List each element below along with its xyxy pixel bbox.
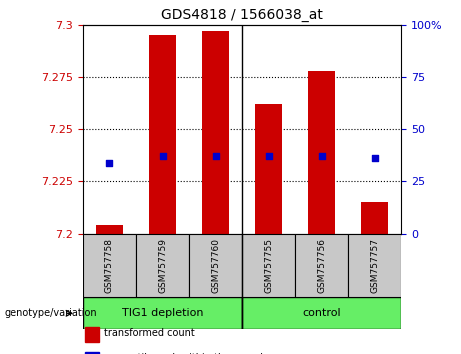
Point (106, 160, 113, 165)
Bar (308, 71, 335, 234)
Point (371, 156, 378, 161)
Bar (136, 234, 189, 297)
Bar (348, 234, 401, 297)
Bar (83, 234, 136, 297)
Point (159, 154, 166, 159)
Bar (242, 234, 295, 297)
Text: GSM757756: GSM757756 (317, 238, 326, 293)
Bar (83, 297, 242, 329)
Bar (96, 225, 123, 234)
Bar (202, 31, 229, 234)
Bar (361, 202, 388, 234)
Bar (295, 234, 348, 297)
Point (212, 154, 219, 159)
Text: percentile rank within the sample: percentile rank within the sample (104, 353, 269, 354)
Title: GDS4818 / 1566038_at: GDS4818 / 1566038_at (161, 8, 323, 22)
Text: transformed count: transformed count (104, 328, 195, 338)
Text: GSM757757: GSM757757 (370, 238, 379, 293)
Text: GSM757760: GSM757760 (211, 238, 220, 293)
Text: GSM757755: GSM757755 (264, 238, 273, 293)
Point (265, 154, 272, 159)
Text: GSM757759: GSM757759 (158, 238, 167, 293)
Text: GSM757758: GSM757758 (105, 238, 114, 293)
Bar (149, 35, 176, 234)
Bar (189, 234, 242, 297)
Point (318, 154, 325, 159)
Text: TIG1 depletion: TIG1 depletion (122, 308, 203, 318)
Bar (242, 297, 401, 329)
Text: control: control (302, 308, 341, 318)
Text: genotype/variation: genotype/variation (5, 308, 97, 318)
Bar (255, 104, 282, 234)
